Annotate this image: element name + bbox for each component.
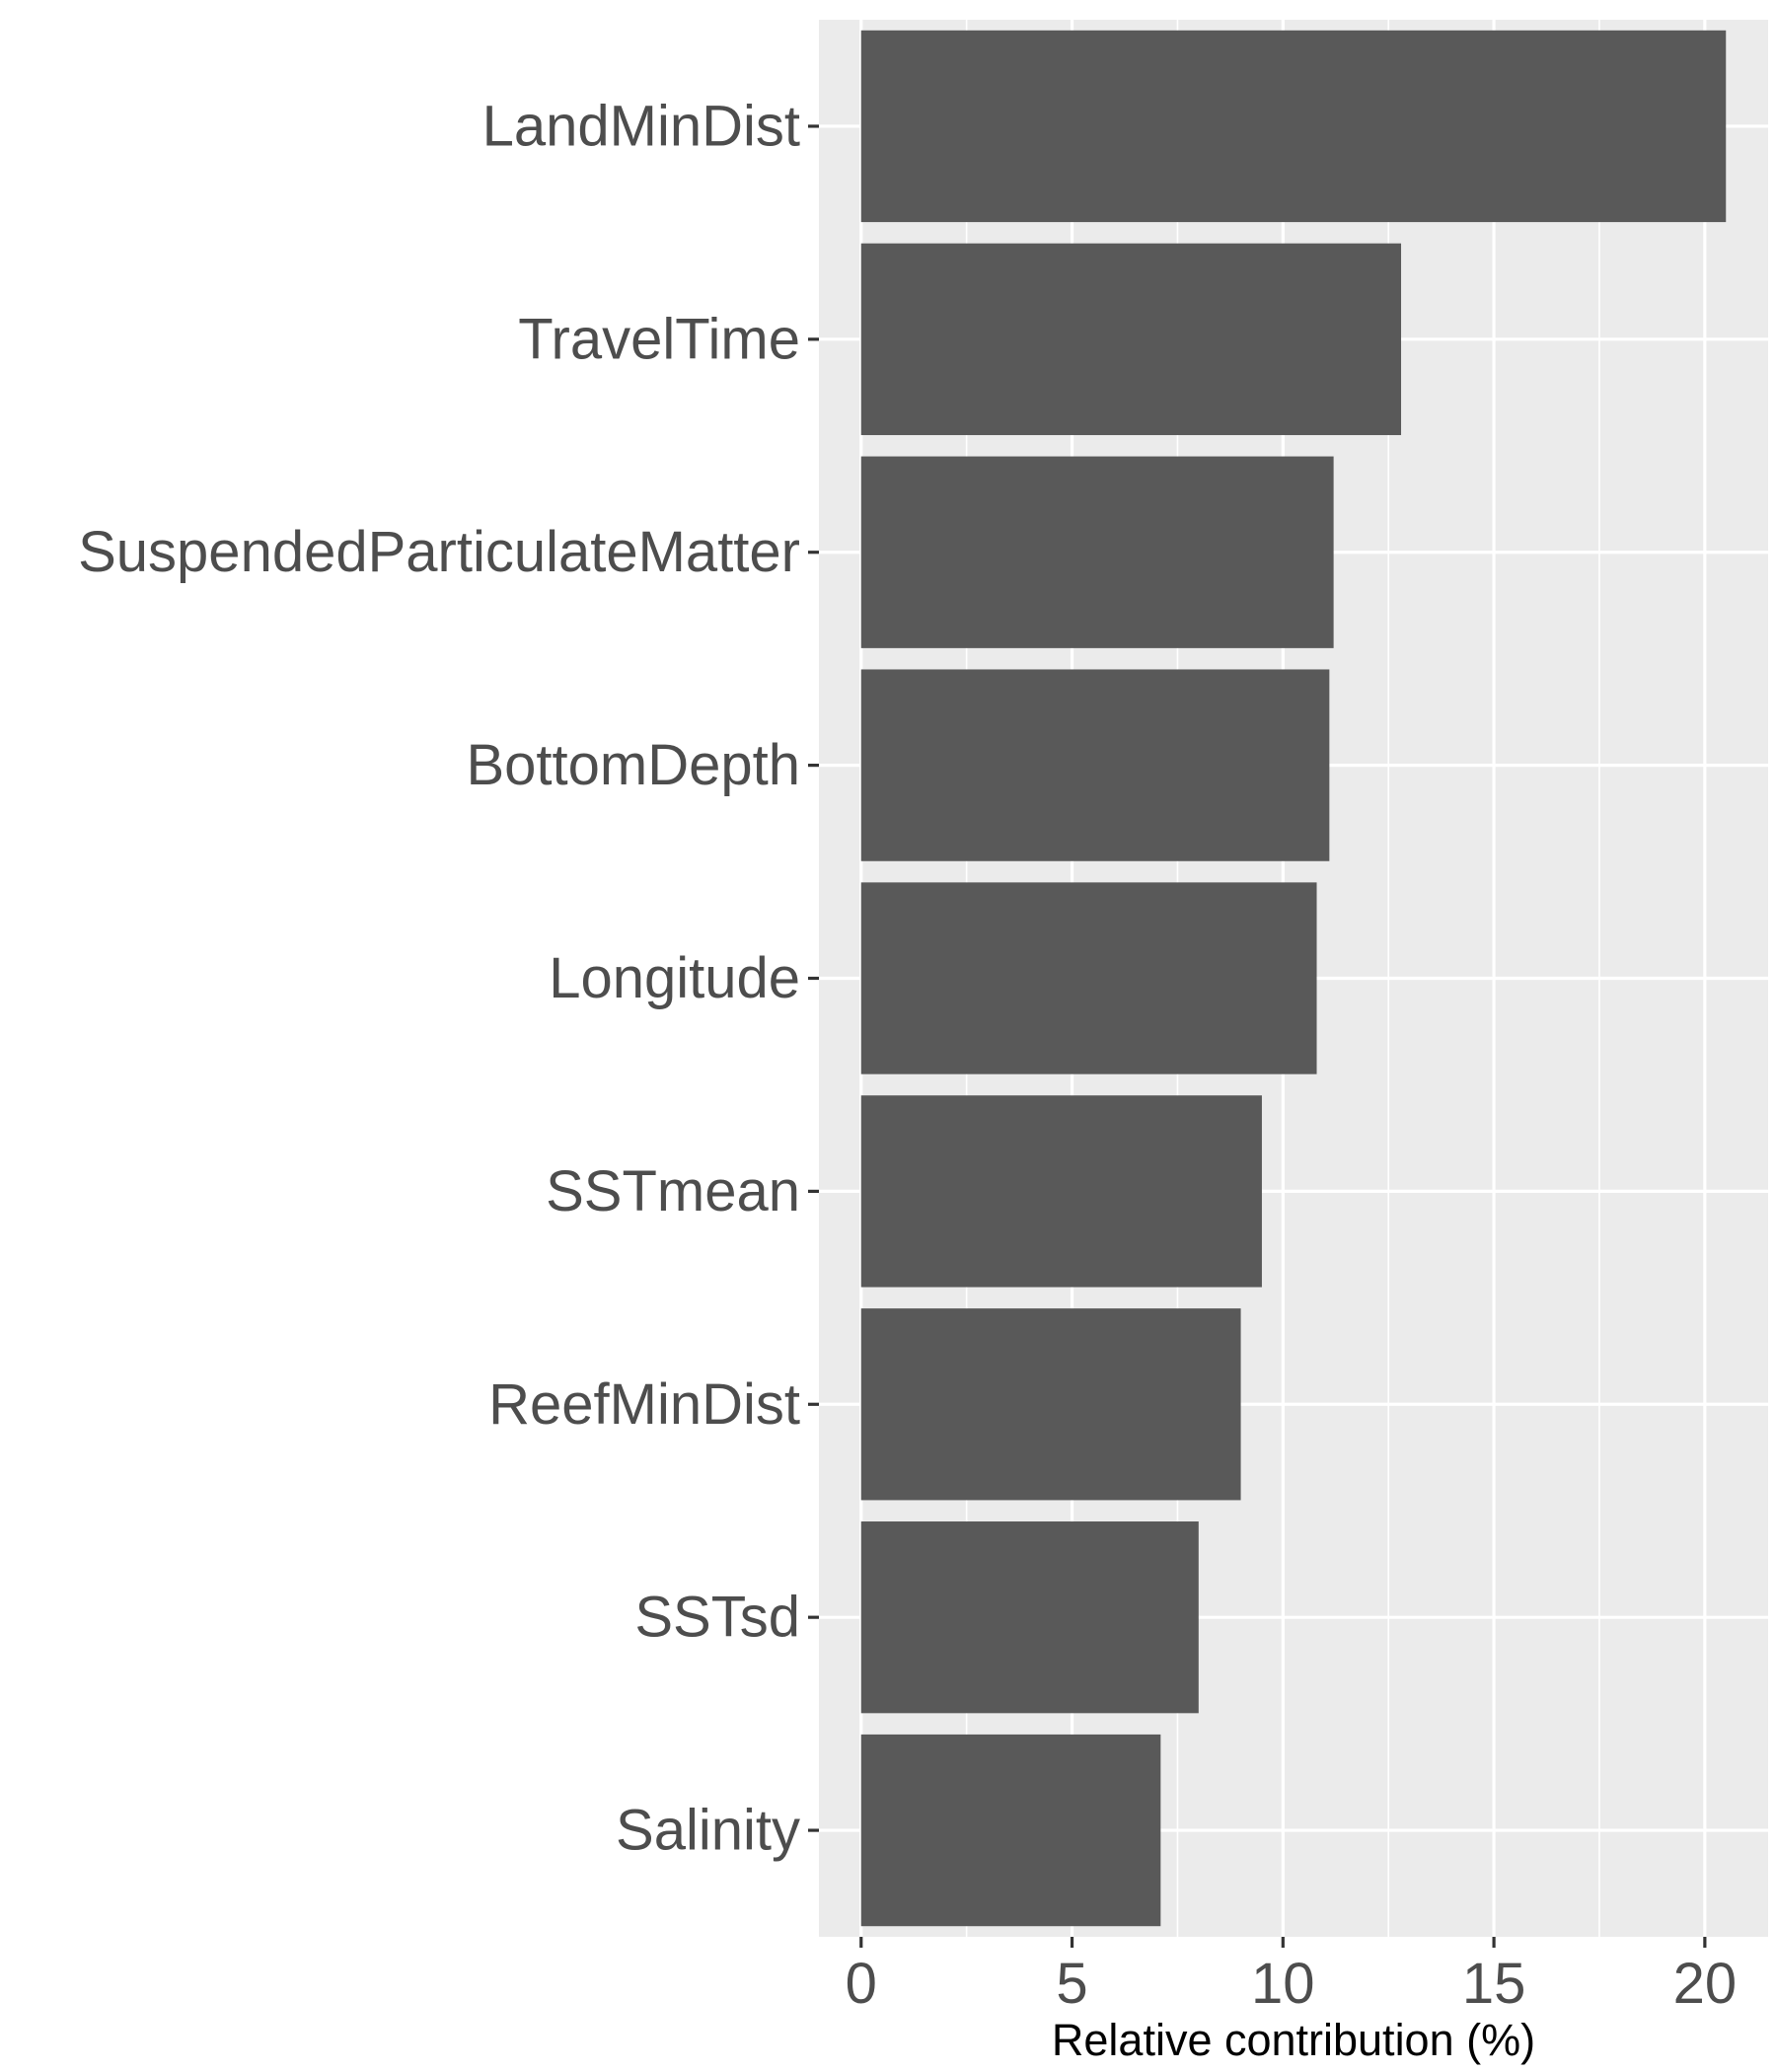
y-tick-label: TravelTime	[518, 307, 800, 371]
y-axis: LandMinDist TravelTime SuspendedParticulat…	[78, 94, 819, 1863]
y-tick-label: Longitude	[549, 946, 800, 1010]
bars	[860, 30, 1727, 1927]
bar-reefmindist	[860, 1308, 1241, 1501]
y-tick-label: ReefMinDist	[488, 1372, 800, 1437]
bar-sstsd	[860, 1521, 1199, 1714]
x-tick-label: 10	[1251, 1952, 1315, 2016]
x-axis-title: Relative contribution (%)	[1052, 2015, 1535, 2065]
y-tick-label: Salinity	[616, 1799, 800, 1863]
x-tick-label: 15	[1462, 1952, 1526, 2016]
x-tick-label: 0	[846, 1952, 877, 2016]
bar-longitude	[860, 882, 1317, 1074]
bar-suspendedparticulatematter	[860, 456, 1334, 648]
bar-bottomdepth	[860, 669, 1330, 861]
y-tick-label: SSTsd	[634, 1586, 800, 1650]
y-tick-label: LandMinDist	[482, 94, 800, 158]
y-tick-label: SSTmean	[546, 1159, 800, 1223]
bar-sstmean	[860, 1095, 1262, 1288]
x-tick-label: 20	[1673, 1952, 1738, 2016]
bar-salinity	[860, 1734, 1161, 1927]
y-tick-label: SuspendedParticulateMatter	[78, 520, 800, 584]
x-tick-label: 5	[1056, 1952, 1087, 2016]
y-tick-label: BottomDepth	[466, 733, 800, 797]
bar-landmindist	[860, 30, 1727, 223]
bar-traveltime	[860, 243, 1402, 435]
x-axis: 0 5 10 15 20	[846, 1937, 1738, 2016]
